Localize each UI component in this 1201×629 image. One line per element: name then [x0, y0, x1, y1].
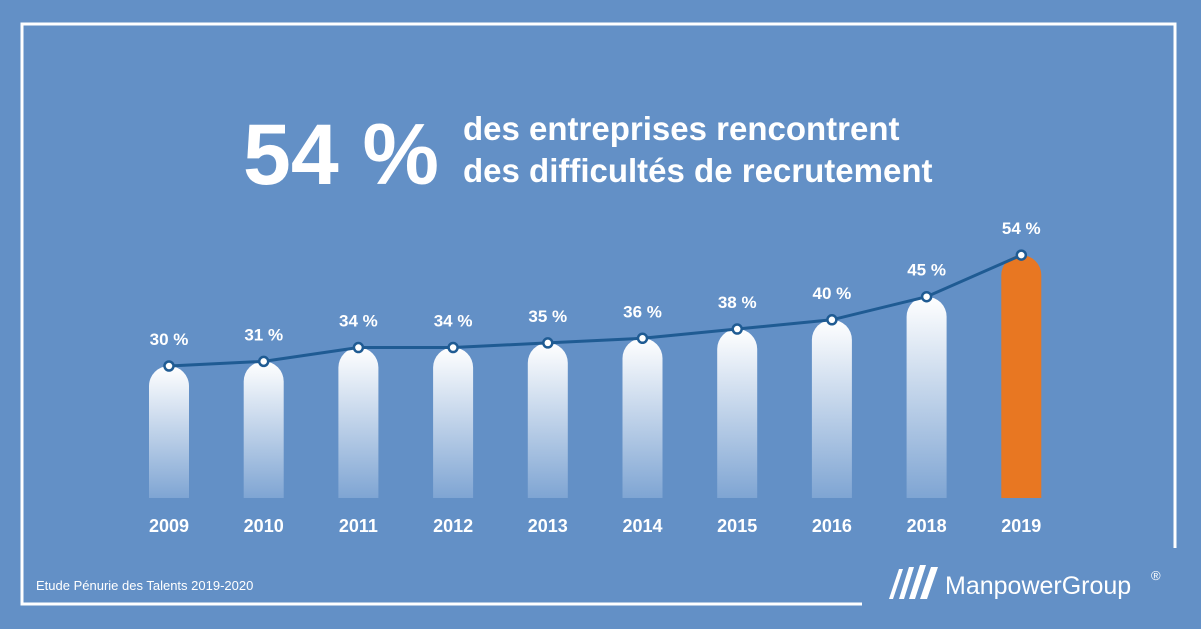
headline-percentage: 54 % — [243, 107, 439, 203]
category-label-2012: 2012 — [433, 516, 473, 536]
category-label-2010: 2010 — [244, 516, 284, 536]
category-label-2013: 2013 — [528, 516, 568, 536]
category-labels: 2009 2010 2011 2012 2013 2014 2015 2016 2018 2019 — [149, 516, 1041, 536]
bar-2019 — [1001, 255, 1042, 498]
frame — [20, 22, 1177, 606]
bar-2011 — [338, 347, 379, 498]
trend-point-2015 — [731, 323, 743, 335]
brand-registered-mark: ® — [1151, 568, 1161, 583]
bar-2012 — [433, 347, 474, 498]
headline-line-2: des difficultés de recrutement — [463, 152, 932, 189]
value-label-2009: 30 % — [150, 330, 189, 349]
value-label-2016: 40 % — [813, 284, 852, 303]
brand-name: ManpowerGroup — [945, 572, 1131, 600]
bar-2016 — [811, 319, 852, 498]
category-label-2014: 2014 — [622, 516, 662, 536]
trend-point-2014 — [636, 332, 649, 345]
value-label-2010: 31 % — [244, 325, 283, 344]
value-labels: 30 % 31 % 34 % 34 % 35 % 36 % 38 % 40 % 45 % 54 % — [150, 219, 1041, 349]
value-label-2018: 45 % — [907, 261, 946, 280]
trend-point-2019 — [1015, 249, 1028, 261]
brand-logo: ManpowerGroup ® — [889, 565, 1161, 600]
trend-point-2016 — [826, 314, 838, 326]
source-note: Etude Pénurie des Talents 2019-2020 — [36, 578, 253, 593]
trend-point-2013 — [542, 337, 554, 349]
headline-line-1: des entreprises rencontrent — [463, 110, 899, 147]
trend-point-2018 — [920, 290, 933, 303]
trend-point-2010 — [257, 355, 270, 368]
trend-line — [168, 253, 1022, 368]
bar-2018 — [906, 296, 947, 498]
value-label-2019: 54 % — [1002, 219, 1041, 238]
trend-points — [163, 249, 1028, 372]
value-label-2015: 38 % — [718, 293, 757, 312]
bar-2010 — [243, 361, 284, 498]
manpower-logo-icon — [889, 565, 938, 599]
value-label-2014: 36 % — [623, 302, 662, 321]
value-label-2012: 34 % — [434, 312, 473, 331]
bar-2009 — [149, 366, 189, 498]
bar-2013 — [527, 342, 568, 498]
category-label-2019: 2019 — [1001, 516, 1041, 536]
trend-point-2009 — [163, 360, 175, 372]
trend-point-2012 — [447, 341, 459, 354]
category-label-2011: 2011 — [339, 516, 378, 536]
bar-2014 — [622, 338, 663, 498]
trend-point-2011 — [352, 341, 365, 354]
value-label-2011: 34 % — [339, 312, 378, 331]
value-label-2013: 35 % — [528, 307, 567, 326]
category-label-2009: 2009 — [149, 516, 189, 536]
category-label-2018: 2018 — [907, 516, 947, 536]
trend-line-path — [168, 253, 1022, 368]
bars — [149, 255, 1042, 498]
bar-2015 — [717, 329, 758, 498]
category-label-2016: 2016 — [812, 516, 852, 536]
category-label-2015: 2015 — [717, 516, 757, 536]
